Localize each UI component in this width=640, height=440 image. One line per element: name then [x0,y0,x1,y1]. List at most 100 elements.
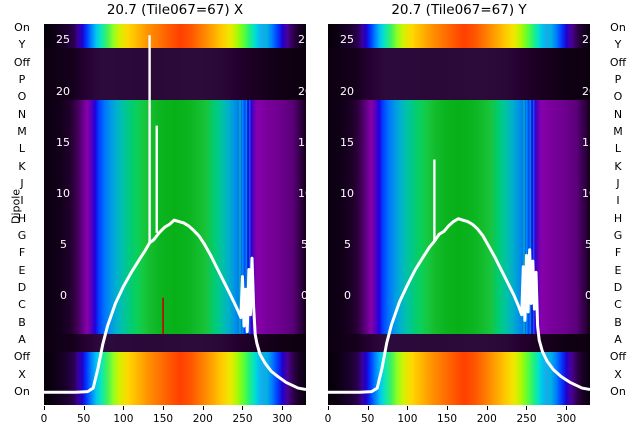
ytick-x-0: 0 [60,289,67,302]
heatmap-x[interactable]: 25 20 15 10 5 0 25 20 15 10 5 0 [44,24,306,405]
category-label-left-8: K [18,159,26,173]
xtick-label-x-250: 250 [232,413,253,425]
category-axis-left: On Y Off P O N M L K J I H G F E D C B A Off X On [0,0,44,440]
xtick-label-x-100: 100 [113,413,134,425]
ytick-x-mirror-5: 5 [301,238,306,251]
xtick-label-x-50: 50 [77,413,91,425]
xtick-mark-x-200 [202,406,204,410]
category-label-right-10: I [616,194,620,208]
category-label-right-3: P [614,73,622,86]
curve-path-panel-y [328,217,590,394]
ytick-y-mirror-25: 25 [582,33,590,46]
band-top-y [328,24,590,48]
category-label-right-20: X [614,367,622,381]
ytick-y-25: 25 [340,33,354,46]
ytick-y-15: 15 [340,136,354,149]
category-label-right-7: L [614,142,622,156]
xtick-mark-y-50 [367,406,369,410]
ytick-x-mirror-15: 15 [298,136,306,149]
xtick-mark-x-300 [282,406,284,410]
panel-title-y: 20.7 (Tile067=67) Y [391,2,527,18]
ytick-x-5: 5 [60,238,67,251]
xtick-mark-y-200 [486,406,488,410]
ytick-x-25: 25 [56,33,70,46]
category-label-left-17: B [18,315,26,329]
category-label-right-15: D [613,281,623,294]
category-label-right-14: E [614,263,622,277]
xtick-label-x-300: 300 [272,413,293,425]
profile-curve-x [44,35,306,394]
category-label-right-11: H [613,211,623,225]
category-label-right-1: Y [614,38,622,52]
ytick-y-mirror-5: 5 [585,238,590,251]
xtick-label-y-100: 100 [397,413,418,425]
category-label-right-2: Off [609,55,627,69]
category-label-left-11: H [17,211,27,225]
category-label-left-20: X [18,367,26,381]
band-top-x [44,24,306,48]
category-label-left-21: On [14,385,30,398]
heatmap-y[interactable]: 25 20 15 10 5 0 25 20 15 10 5 0 [328,24,590,405]
rainbow-strip-top-x [44,24,306,48]
category-label-left-16: C [18,298,26,312]
xtick-label-x-150: 150 [153,413,174,425]
ytick-y-0: 0 [344,289,351,302]
profile-curve-y [328,159,590,394]
category-label-left-5: N [17,107,27,121]
body-stripes-x [44,100,306,334]
category-label-right-17: B [614,315,622,329]
ytick-y-mirror-0: 0 [585,289,590,302]
xtick-mark-x-0 [44,406,45,410]
category-label-left-9: J [20,177,24,190]
category-label-right-0: On [610,21,626,34]
category-label-left-12: G [17,229,27,242]
xtick-mark-y-300 [566,406,568,410]
xtick-mark-x-100 [123,406,125,410]
category-label-left-15: D [17,281,27,294]
category-label-right-9: J [616,177,620,190]
ytick-y-5: 5 [344,238,351,251]
category-label-right-6: M [613,125,623,138]
band-gap-top-x [44,48,306,100]
xtick-label-y-150: 150 [437,413,458,425]
band-body-x [44,100,306,334]
category-label-left-2: Off [13,55,31,69]
rainbow-strip-top-y [328,24,590,48]
xtick-label-y-50: 50 [361,413,375,425]
band-gap-bottom-x [44,334,306,352]
category-axis-right: On Y Off P O N M L K J I H G F E D C B A Off X On [596,0,640,440]
category-label-left-13: F [18,246,26,260]
category-label-left-0: On [14,21,30,34]
axis-title-dipole: Dipole [9,188,23,225]
panel-x: 20.7 (Tile067=67) X [44,0,306,440]
ytick-y-mirror-15: 15 [582,136,590,149]
category-label-right-16: C [614,298,622,312]
category-label-left-19: Off [13,350,31,364]
ytick-x-mirror-25: 25 [298,33,306,46]
panel-y: 20.7 (Tile067=67) Y [328,0,590,440]
panel-title-x: 20.7 (Tile067=67) X [106,2,244,18]
category-label-right-19: Off [609,350,627,364]
ytick-y-20: 20 [340,85,354,98]
xtick-label-y-250: 250 [516,413,537,425]
ytick-x-20: 20 [56,85,70,98]
category-label-left-14: E [18,263,26,277]
ytick-y-mirror-10: 10 [582,187,590,200]
xtick-mark-x-150 [163,406,165,410]
xtick-mark-x-50 [83,406,85,410]
xtick-label-x-0: 0 [40,413,48,425]
x-axis-right-panel: 0 50 100 150 200 250 300 [325,406,590,436]
xtick-label-y-0: 0 [324,413,332,425]
x-axis-left-panel: 0 50 100 150 200 250 300 [41,406,306,436]
xtick-mark-x-250 [242,406,244,410]
ytick-x-15: 15 [56,136,70,149]
xtick-label-y-200: 200 [476,413,497,425]
category-label-right-4: O [613,90,623,104]
category-label-left-4: O [17,90,27,104]
xtick-mark-y-0 [328,406,329,410]
category-label-right-13: F [614,246,622,260]
category-label-right-21: On [610,385,626,398]
category-label-left-3: P [18,73,26,86]
category-label-left-18: A [18,333,26,346]
